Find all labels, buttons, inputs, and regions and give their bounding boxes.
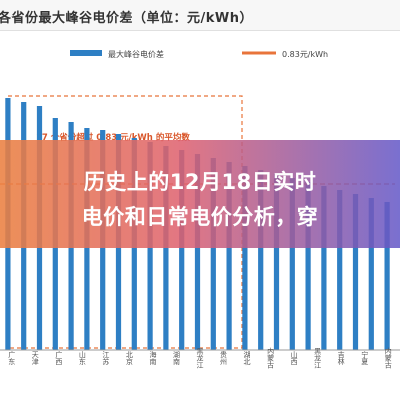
legend-bar-swatch bbox=[70, 50, 102, 56]
x-tick-label: 吉林 bbox=[337, 351, 345, 366]
annotation-text: 17 个省份超过 0.83 元/kWh 的平均数 bbox=[36, 132, 190, 143]
headline-banner: 历史上的12月18日实时 电价和日常电价分析，穿 bbox=[0, 140, 400, 248]
bar bbox=[210, 158, 216, 350]
bar bbox=[305, 182, 311, 350]
headline-line-2: 电价和日常电价分析，穿 bbox=[81, 205, 319, 229]
bar bbox=[352, 194, 359, 350]
x-tick-label: 黑龙江 bbox=[314, 348, 322, 370]
x-tick-label: 湖北 bbox=[243, 350, 251, 366]
x-tick-label: 山西 bbox=[290, 350, 298, 366]
bar bbox=[242, 166, 248, 350]
bar bbox=[273, 174, 280, 350]
x-tick-label: 山东 bbox=[78, 350, 86, 365]
x-tick-label: 内蒙古 bbox=[384, 347, 392, 370]
bar bbox=[321, 186, 327, 350]
x-tick-label: 湖南 bbox=[172, 350, 180, 365]
bar bbox=[289, 178, 295, 350]
bar bbox=[179, 150, 185, 350]
bar bbox=[337, 190, 343, 350]
x-tick-label: 宁夏 bbox=[361, 350, 369, 365]
bar bbox=[226, 162, 232, 350]
x-tick-label: 江苏 bbox=[102, 351, 110, 366]
bar bbox=[258, 170, 264, 350]
chart-title-bar: 各省份最大峰谷电价差（单位：元/kWh） bbox=[0, 0, 400, 31]
headline-line-1: 历史上的12月18日实时 bbox=[83, 170, 317, 194]
x-tick-label: 海南 bbox=[149, 350, 157, 365]
x-tick-label: 广东 bbox=[8, 350, 16, 365]
bar bbox=[368, 198, 374, 350]
bar bbox=[163, 146, 169, 350]
x-tick-label: 广西 bbox=[55, 350, 63, 366]
bar bbox=[194, 154, 201, 350]
x-tick-label: 内蒙古 bbox=[267, 347, 275, 370]
x-tick-label: 黑龙江 bbox=[196, 348, 204, 370]
x-tick-label: 天津 bbox=[31, 351, 39, 366]
legend-bar-label: 最大峰谷电价差 bbox=[108, 49, 164, 59]
bar bbox=[384, 202, 390, 350]
legend-line-label: 0.83元/kWh bbox=[282, 50, 328, 59]
x-tick-label: 贵州 bbox=[220, 350, 228, 365]
chart-title: 各省份最大峰谷电价差（单位：元/kWh） bbox=[0, 11, 253, 26]
x-tick-label: 北京 bbox=[125, 351, 133, 366]
